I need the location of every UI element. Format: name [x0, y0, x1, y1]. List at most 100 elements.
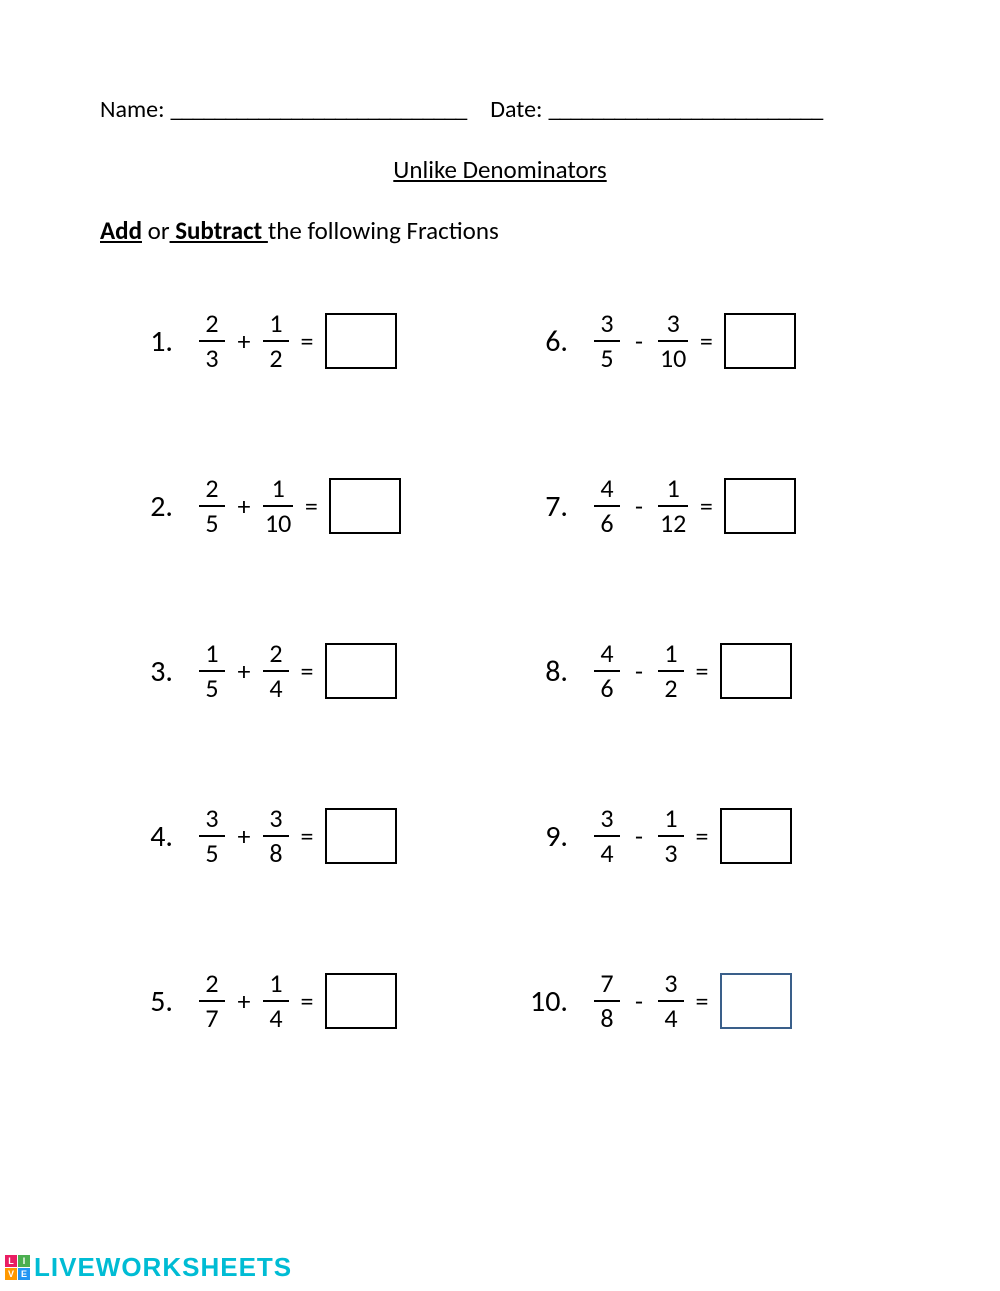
- operator: -: [620, 655, 658, 687]
- fraction-numerator: 1: [662, 640, 679, 667]
- fraction-denominator: 4: [267, 675, 284, 702]
- problem-number: 6.: [515, 323, 570, 360]
- problem-number: 5.: [120, 983, 175, 1020]
- equals-sign: =: [684, 985, 720, 1017]
- fraction: 46: [594, 640, 620, 703]
- fraction: 14: [263, 970, 289, 1033]
- fraction: 13: [658, 805, 684, 868]
- footer-logo: LIVE LIVEWORKSHEETS: [5, 1252, 292, 1283]
- fraction-denominator: 2: [267, 345, 284, 372]
- instructions-add: Add: [100, 215, 142, 246]
- operator: -: [620, 985, 658, 1017]
- fraction-denominator: 2: [662, 675, 679, 702]
- fraction: 78: [594, 970, 620, 1033]
- fraction: 23: [199, 310, 225, 373]
- fraction-numerator: 1: [662, 805, 679, 832]
- fraction-denominator: 12: [658, 510, 688, 537]
- name-blank[interactable]: ___________________________: [171, 95, 467, 124]
- operator: +: [225, 820, 263, 852]
- problem-row: 1.23+12=: [120, 301, 505, 381]
- equals-sign: =: [293, 490, 329, 522]
- fraction-denominator: 4: [662, 1005, 679, 1032]
- operator: +: [225, 490, 263, 522]
- fraction-numerator: 1: [665, 475, 682, 502]
- fraction-numerator: 4: [598, 640, 615, 667]
- fraction-numerator: 3: [662, 970, 679, 997]
- problem-number: 3.: [120, 653, 175, 690]
- fraction: 12: [658, 640, 684, 703]
- fraction-numerator: 2: [203, 310, 220, 337]
- left-column: 1.23+12=2.25+110=3.15+24=4.35+38=5.27+14…: [100, 301, 505, 1041]
- fraction-denominator: 8: [598, 1005, 615, 1032]
- fraction-numerator: 4: [598, 475, 615, 502]
- fraction-denominator: 6: [598, 510, 615, 537]
- fraction-numerator: 7: [598, 970, 615, 997]
- name-label: Name:: [100, 95, 165, 124]
- fraction-denominator: 5: [203, 510, 220, 537]
- equals-sign: =: [688, 490, 724, 522]
- fraction-numerator: 3: [267, 805, 284, 832]
- instructions-subtract: Subtract: [170, 215, 268, 246]
- logo-square: L: [5, 1255, 17, 1267]
- worksheet-title: Unlike Denominators: [100, 154, 900, 185]
- problem-number: 8.: [515, 653, 570, 690]
- answer-box[interactable]: [724, 313, 796, 369]
- answer-box[interactable]: [724, 478, 796, 534]
- fraction-denominator: 5: [203, 675, 220, 702]
- operator: +: [225, 325, 263, 357]
- date-label: Date:: [490, 95, 542, 124]
- fraction-denominator: 8: [267, 840, 284, 867]
- fraction: 35: [594, 310, 620, 373]
- fraction-denominator: 4: [267, 1005, 284, 1032]
- fraction-denominator: 6: [598, 675, 615, 702]
- fraction: 27: [199, 970, 225, 1033]
- fraction-numerator: 1: [203, 640, 220, 667]
- answer-box[interactable]: [329, 478, 401, 534]
- instructions: Add or Subtract the following Fractions: [100, 215, 900, 246]
- equals-sign: =: [289, 985, 325, 1017]
- problem-number: 1.: [120, 323, 175, 360]
- fraction-numerator: 1: [270, 475, 287, 502]
- problem-row: 6.35-310=: [515, 301, 900, 381]
- answer-box[interactable]: [720, 808, 792, 864]
- operator: +: [225, 655, 263, 687]
- answer-box[interactable]: [325, 808, 397, 864]
- logo-icon: LIVE: [5, 1255, 30, 1280]
- fraction: 24: [263, 640, 289, 703]
- answer-box[interactable]: [325, 643, 397, 699]
- answer-box[interactable]: [720, 973, 792, 1029]
- fraction: 25: [199, 475, 225, 538]
- problem-number: 4.: [120, 818, 175, 855]
- answer-box[interactable]: [325, 973, 397, 1029]
- header-name-date: Name: ___________________________ Date: …: [100, 95, 900, 124]
- instructions-rest: the following Fractions: [268, 215, 499, 246]
- right-column: 6.35-310=7.46-112=8.46-12=9.34-13=10.78-…: [505, 301, 900, 1041]
- fraction-numerator: 2: [203, 475, 220, 502]
- problem-row: 7.46-112=: [515, 466, 900, 546]
- equals-sign: =: [688, 325, 724, 357]
- fraction-denominator: 10: [263, 510, 293, 537]
- answer-box[interactable]: [325, 313, 397, 369]
- fraction-numerator: 3: [203, 805, 220, 832]
- problem-number: 7.: [515, 488, 570, 525]
- problem-row: 9.34-13=: [515, 796, 900, 876]
- operator: -: [620, 820, 658, 852]
- fraction-numerator: 1: [267, 310, 284, 337]
- fraction-numerator: 1: [267, 970, 284, 997]
- equals-sign: =: [289, 820, 325, 852]
- fraction-numerator: 3: [598, 805, 615, 832]
- problem-row: 10.78-34=: [515, 961, 900, 1041]
- brand-text: LIVEWORKSHEETS: [34, 1252, 292, 1283]
- answer-box[interactable]: [720, 643, 792, 699]
- date-blank[interactable]: _________________________: [548, 95, 822, 124]
- fraction-denominator: 4: [598, 840, 615, 867]
- fraction-denominator: 5: [598, 345, 615, 372]
- fraction: 12: [263, 310, 289, 373]
- problem-number: 10.: [515, 983, 570, 1020]
- equals-sign: =: [289, 325, 325, 357]
- fraction-numerator: 2: [267, 640, 284, 667]
- fraction-denominator: 3: [662, 840, 679, 867]
- fraction-denominator: 5: [203, 840, 220, 867]
- problem-row: 3.15+24=: [120, 631, 505, 711]
- worksheet-page: Name: ___________________________ Date: …: [0, 0, 1000, 1291]
